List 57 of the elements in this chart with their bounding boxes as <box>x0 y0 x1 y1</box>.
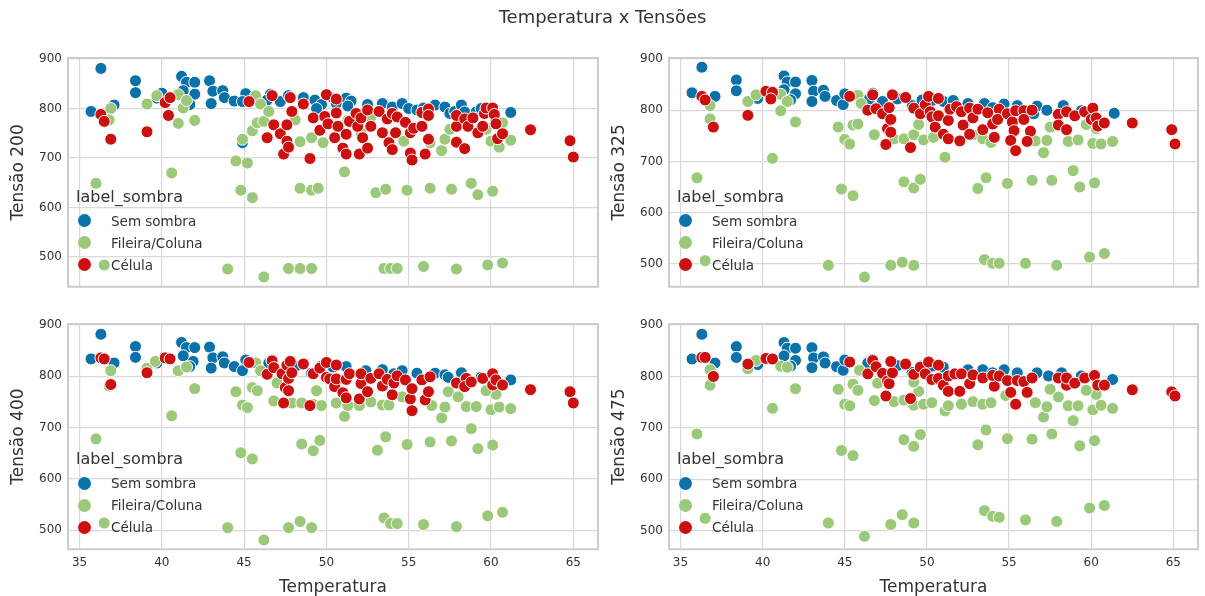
y-tick-label: 500 <box>640 522 663 537</box>
x-tick-label: 65 <box>565 554 581 569</box>
x-tick-label: 65 <box>1165 554 1181 569</box>
x-tick-label: 35 <box>71 554 88 569</box>
chart-title: Temperatura x Tensões <box>497 6 708 27</box>
legend-label: Célula <box>712 256 755 273</box>
x-tick-label: 40 <box>755 554 771 569</box>
legend-label: Fileira/Coluna <box>111 234 203 251</box>
y-tick-label: 500 <box>39 522 62 537</box>
x-axis-title: Temperatura <box>878 576 988 596</box>
y-tick-label: 900 <box>39 317 62 332</box>
legend-label: Sem sombra <box>712 475 798 492</box>
x-tick-label: 50 <box>318 554 335 569</box>
x-tick-label: 55 <box>401 554 417 569</box>
y-tick-label: 600 <box>39 199 62 214</box>
y-tick-label: 500 <box>39 249 62 264</box>
y-tick-label: 900 <box>640 51 663 66</box>
x-tick-label: 55 <box>1001 554 1017 569</box>
x-axis-title: Temperatura <box>277 576 388 596</box>
y-tick-label: 800 <box>39 100 62 115</box>
legend-title: label_sombra <box>677 449 785 469</box>
y-axis-title: Tensão 400 <box>6 388 27 486</box>
x-tick-label: 60 <box>1083 554 1099 569</box>
legend-label: Sem sombra <box>111 212 197 229</box>
y-axis-title: Tensão 200 <box>6 124 27 222</box>
y-tick-label: 600 <box>640 471 663 486</box>
legend-title: label_sombra <box>677 186 785 206</box>
y-tick-label: 600 <box>640 204 663 219</box>
legend-label: Célula <box>712 519 755 536</box>
y-tick-label: 900 <box>640 317 663 332</box>
legend-label: Fileira/Coluna <box>712 234 804 251</box>
y-tick-label: 700 <box>640 419 663 434</box>
x-tick-label: 50 <box>919 554 935 569</box>
x-tick-label: 60 <box>483 554 499 569</box>
legend-label: Sem sombra <box>712 212 798 229</box>
legend-label: Fileira/Coluna <box>712 497 804 514</box>
x-tick-label: 45 <box>236 554 252 569</box>
y-tick-label: 600 <box>39 471 62 486</box>
y-tick-label: 700 <box>39 419 62 434</box>
legend-label: Sem sombra <box>111 475 197 492</box>
x-tick-label: 35 <box>672 554 689 569</box>
x-tick-label: 40 <box>154 554 170 569</box>
y-axis-title: Tensão 325 <box>607 124 628 222</box>
y-tick-label: 700 <box>39 150 62 165</box>
y-tick-label: 800 <box>640 368 663 383</box>
legend-label: Célula <box>111 256 154 273</box>
y-tick-label: 700 <box>640 153 663 168</box>
y-tick-label: 900 <box>39 51 62 66</box>
y-tick-label: 500 <box>640 255 663 270</box>
x-tick-label: 45 <box>837 554 853 569</box>
legend-label: Célula <box>111 519 154 536</box>
y-axis-title: Tensão 475 <box>607 388 628 486</box>
legend-title: label_sombra <box>76 186 184 206</box>
legend-title: label_sombra <box>76 449 184 469</box>
y-tick-label: 800 <box>640 102 663 117</box>
y-tick-label: 800 <box>39 368 62 383</box>
legend-label: Fileira/Coluna <box>111 497 203 514</box>
